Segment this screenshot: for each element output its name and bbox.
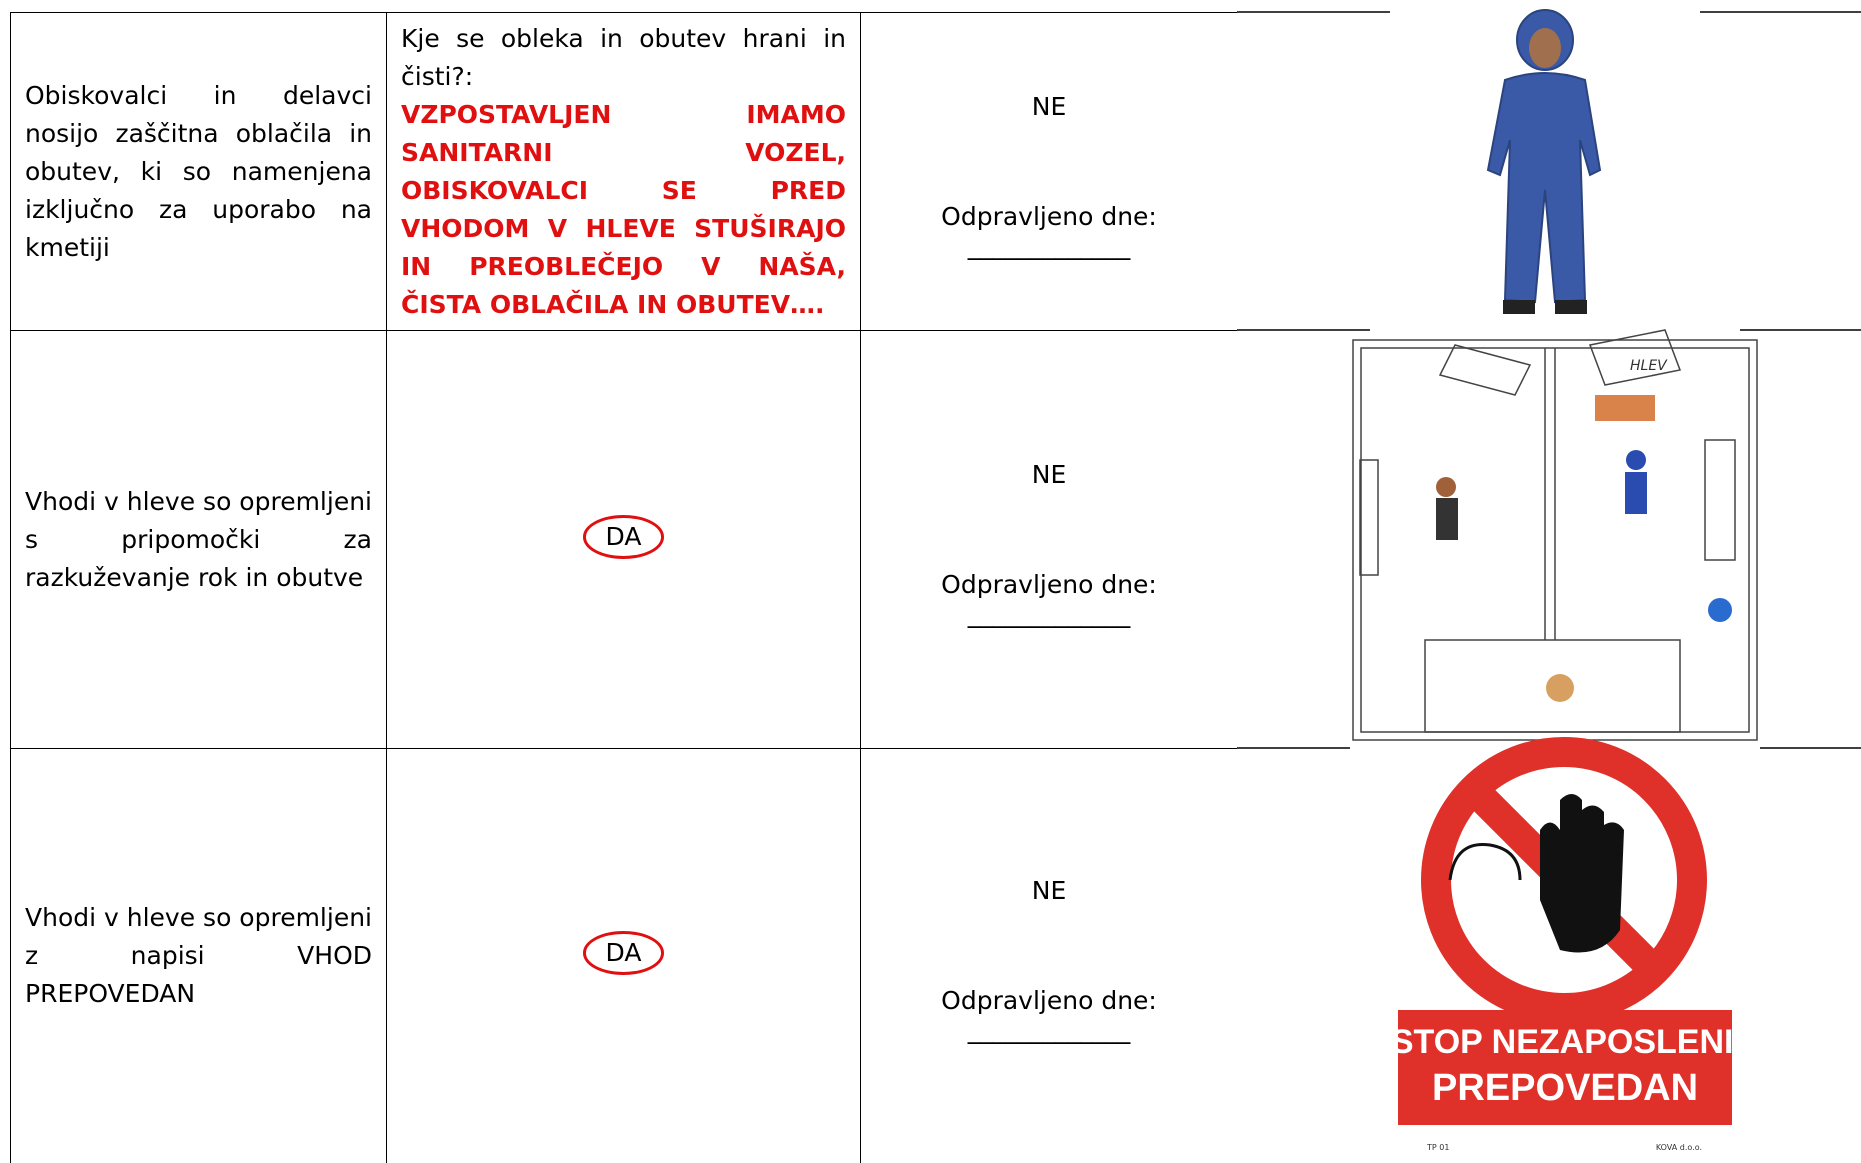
fixed-blank: _____________ [967,230,1131,260]
requirement-cell: Vhodi v hleve so opremljeni s pripomočki… [10,330,386,748]
answer-cell: DA [386,330,860,748]
requirement-text: Vhodi v hleve so opremljeni s pripomočki… [25,486,372,592]
sign-line-1: VSTOP NEZAPOSLENIM [1368,1023,1762,1061]
status-cell: NE Odpravljeno dne: _____________ [860,748,1237,1163]
prohibition-sign: VSTOP NEZAPOSLENIM PREPOVEDAN TP 01 KOVA… [1368,737,1762,1152]
fixed-label: Odpravljeno dne: [941,569,1157,599]
requirement-cell: Vhodi v hleve so opremljeni z napisi VHO… [10,748,386,1163]
fixed-blank: _____________ [967,598,1131,628]
status-text: NE [1031,876,1067,905]
status-block: NE Odpravljeno dne: _____________ [941,88,1157,260]
question-text: Kje se obleka in obutev hrani in čisti?: [401,23,846,91]
status-text: NE [1031,91,1067,121]
sign-maker: KOVA d.o.o. [1656,1143,1702,1152]
requirement-text: Vhodi v hleve so opremljeni z napisi VHO… [25,903,372,1008]
status-block: NE Odpravljeno dne: _____________ [941,872,1157,1044]
requirement-text: Obiskovalci in delavci nosijo zaščitna o… [25,80,372,262]
fixed-label: Odpravljeno dne: [941,986,1157,1015]
fixed-label: Odpravljeno dne: [941,201,1157,231]
plan-label: HLEV [1630,358,1668,374]
sign-code: TP 01 [1426,1143,1449,1152]
answer-circled: DA [582,931,665,975]
sign-line-2: PREPOVEDAN [1432,1067,1698,1109]
coverall-image [1486,9,1602,314]
requirement-cell: Obiskovalci in delavci nosijo zaščitna o… [10,12,386,330]
status-text: NE [1031,459,1067,489]
answer-text: VZPOSTAVLJEN IMAMO SANITARNI VOZEL, OBIS… [401,99,846,319]
status-block: NE Odpravljeno dne: _____________ [941,456,1157,628]
floor-plan-image: HLEV [1352,329,1758,741]
status-cell: NE Odpravljeno dne: _____________ [860,12,1237,330]
fixed-blank: _____________ [967,1015,1131,1044]
answer-cell: Kje se obleka in obutev hrani in čisti?:… [386,12,860,330]
status-cell: NE Odpravljeno dne: _____________ [860,330,1237,748]
answer-cell: DA [386,748,860,1163]
answer-circled: DA [582,514,665,559]
